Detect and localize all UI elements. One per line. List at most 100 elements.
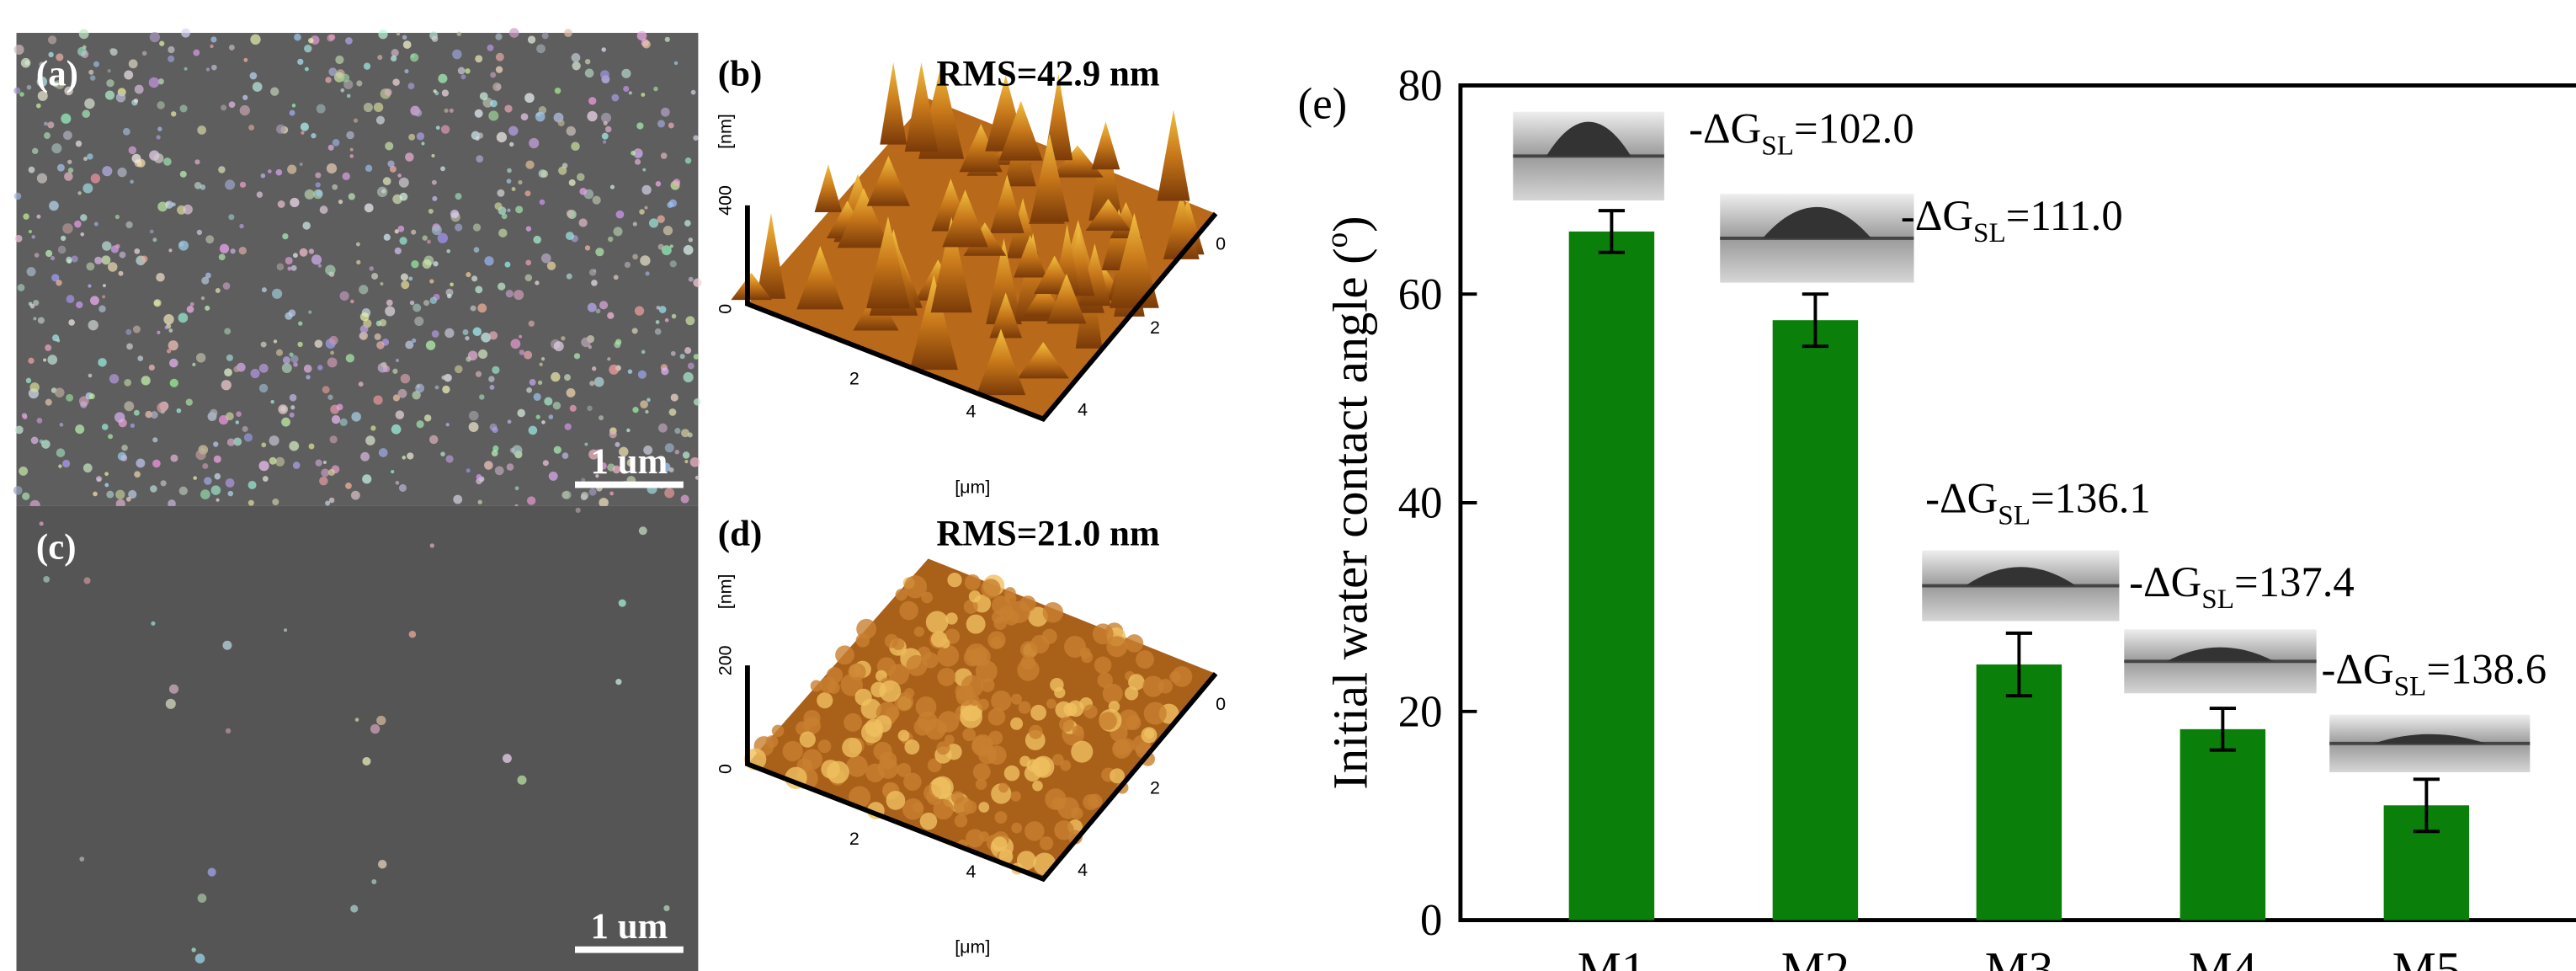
sem-grain <box>192 363 195 366</box>
sem-grain <box>408 276 412 280</box>
afm-grain <box>803 710 820 727</box>
sem-grain <box>616 211 625 219</box>
sem-grain <box>435 386 439 390</box>
sem-grain <box>381 362 387 368</box>
sem-grain <box>576 508 581 513</box>
sem-grain <box>311 254 322 264</box>
sem-grain <box>661 152 668 159</box>
sem-grain <box>115 215 120 219</box>
sem-grain <box>149 365 155 371</box>
sem-grain <box>599 301 608 309</box>
annotation: -ΔGSL=138.6 <box>2321 646 2547 702</box>
sem-grain <box>502 213 508 219</box>
sem-grain <box>359 285 368 294</box>
sem-grain <box>649 218 658 227</box>
sem-grain <box>496 53 504 61</box>
sem-grain <box>102 166 112 176</box>
sem-grain <box>530 379 536 386</box>
afm-grain <box>1043 602 1063 622</box>
sem-grain <box>121 445 128 451</box>
sem-grain <box>317 104 326 114</box>
sem-grain <box>210 45 213 48</box>
sem-grain <box>589 381 594 386</box>
afm-grain <box>1112 739 1131 759</box>
sem-grain <box>184 67 188 71</box>
sem-grain <box>674 450 679 454</box>
sem-grain <box>638 371 647 379</box>
sem-grain <box>404 69 408 73</box>
sem-grain <box>661 108 670 117</box>
afm-grain <box>783 741 803 761</box>
afm-grain <box>835 645 854 664</box>
sem-grain <box>300 248 308 257</box>
sem-grain <box>659 306 667 313</box>
sem-grain <box>284 628 287 632</box>
sem-grain <box>201 277 209 285</box>
sem-grain <box>525 275 533 282</box>
sem-grain <box>673 179 680 186</box>
sem-grain <box>223 282 231 290</box>
sem-grain <box>305 189 315 200</box>
annotation-part: -ΔG <box>1925 475 1998 522</box>
sem-grain <box>589 488 597 496</box>
sem-grain <box>220 244 229 253</box>
sem-grain <box>668 123 674 129</box>
sem-grain <box>87 153 93 159</box>
sem-grain <box>36 215 40 219</box>
sem-grain <box>542 33 549 40</box>
sem-grain <box>460 74 466 79</box>
sem-grain <box>473 328 482 337</box>
sem-grain <box>386 300 393 307</box>
sem-grain <box>126 497 131 502</box>
sem-grain <box>33 300 39 306</box>
sem-grain <box>596 308 601 313</box>
sem-grain <box>221 104 226 110</box>
sem-grain <box>210 409 217 417</box>
sem-grain <box>633 221 637 226</box>
sem-grain <box>426 340 435 349</box>
sem-grain <box>498 282 505 290</box>
sem-grain <box>195 953 205 963</box>
sem-grain <box>281 418 290 427</box>
sem-grain <box>250 369 259 378</box>
sem-grain <box>202 463 208 469</box>
sem-grain <box>657 120 665 127</box>
sem-grain <box>120 252 126 259</box>
sem-grain <box>229 45 235 51</box>
sem-grain <box>370 425 375 430</box>
sem-grain <box>592 366 596 371</box>
sem-grain <box>109 374 119 383</box>
sem-grain <box>474 247 480 253</box>
sem-grain <box>510 339 520 349</box>
sem-grain <box>399 237 407 244</box>
sem-grain <box>529 426 538 435</box>
sem-grain <box>364 103 373 112</box>
sem-grain <box>378 860 386 868</box>
sem-grain <box>349 193 355 200</box>
sem-grain <box>293 253 298 258</box>
annotation-part: =137.4 <box>2234 558 2355 606</box>
sem-grain <box>18 284 25 291</box>
sem-grain <box>248 500 254 506</box>
afm-grain <box>995 811 1008 824</box>
afm-grain <box>926 611 949 633</box>
sem-grain <box>533 236 541 244</box>
x-tick-label: M4 <box>2189 942 2257 971</box>
sem-grain <box>509 28 519 38</box>
sem-grain <box>338 200 343 204</box>
sem-grain <box>619 600 626 607</box>
sem-grain <box>397 32 400 35</box>
sem-grain <box>134 471 141 477</box>
sem-grain <box>80 401 87 408</box>
sem-grain <box>365 165 372 172</box>
page: (a)1 um(c)1 um(b)RMS=42.9 nm[nm]04002402… <box>0 0 2576 971</box>
sem-grain <box>106 79 114 87</box>
sem-grain <box>411 230 416 235</box>
sem-grain <box>35 253 40 258</box>
sem-grain <box>290 405 295 409</box>
x-tick-label: M5 <box>2392 942 2461 971</box>
sem-grain <box>290 413 295 418</box>
afm-grain <box>981 579 1000 598</box>
sem-grain <box>401 374 410 383</box>
afm-grain <box>886 791 906 810</box>
